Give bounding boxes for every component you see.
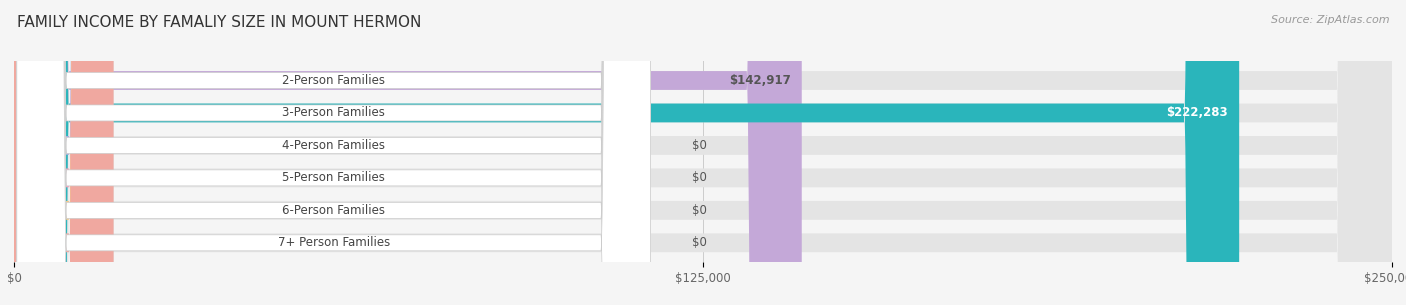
Text: $0: $0 [692,171,707,185]
FancyBboxPatch shape [14,0,1392,305]
FancyBboxPatch shape [14,0,1392,305]
Text: $222,283: $222,283 [1167,106,1229,120]
Text: 3-Person Families: 3-Person Families [283,106,385,120]
Text: Source: ZipAtlas.com: Source: ZipAtlas.com [1271,15,1389,25]
Text: 5-Person Families: 5-Person Families [283,171,385,185]
Text: $0: $0 [692,204,707,217]
FancyBboxPatch shape [14,0,114,305]
FancyBboxPatch shape [14,0,1392,305]
Text: 2-Person Families: 2-Person Families [283,74,385,87]
FancyBboxPatch shape [14,0,801,305]
FancyBboxPatch shape [14,0,1239,305]
FancyBboxPatch shape [17,0,651,305]
FancyBboxPatch shape [14,0,114,305]
Text: 6-Person Families: 6-Person Families [283,204,385,217]
FancyBboxPatch shape [17,0,651,305]
FancyBboxPatch shape [14,0,1392,305]
FancyBboxPatch shape [14,0,114,305]
Text: $142,917: $142,917 [728,74,790,87]
Text: FAMILY INCOME BY FAMALIY SIZE IN MOUNT HERMON: FAMILY INCOME BY FAMALIY SIZE IN MOUNT H… [17,15,422,30]
Text: 4-Person Families: 4-Person Families [283,139,385,152]
Text: 7+ Person Families: 7+ Person Families [277,236,389,249]
FancyBboxPatch shape [14,0,1392,305]
FancyBboxPatch shape [17,0,651,305]
FancyBboxPatch shape [17,0,651,305]
FancyBboxPatch shape [14,0,1392,305]
Text: $0: $0 [692,139,707,152]
FancyBboxPatch shape [17,0,651,305]
FancyBboxPatch shape [14,0,114,305]
Text: $0: $0 [692,236,707,249]
FancyBboxPatch shape [17,0,651,305]
